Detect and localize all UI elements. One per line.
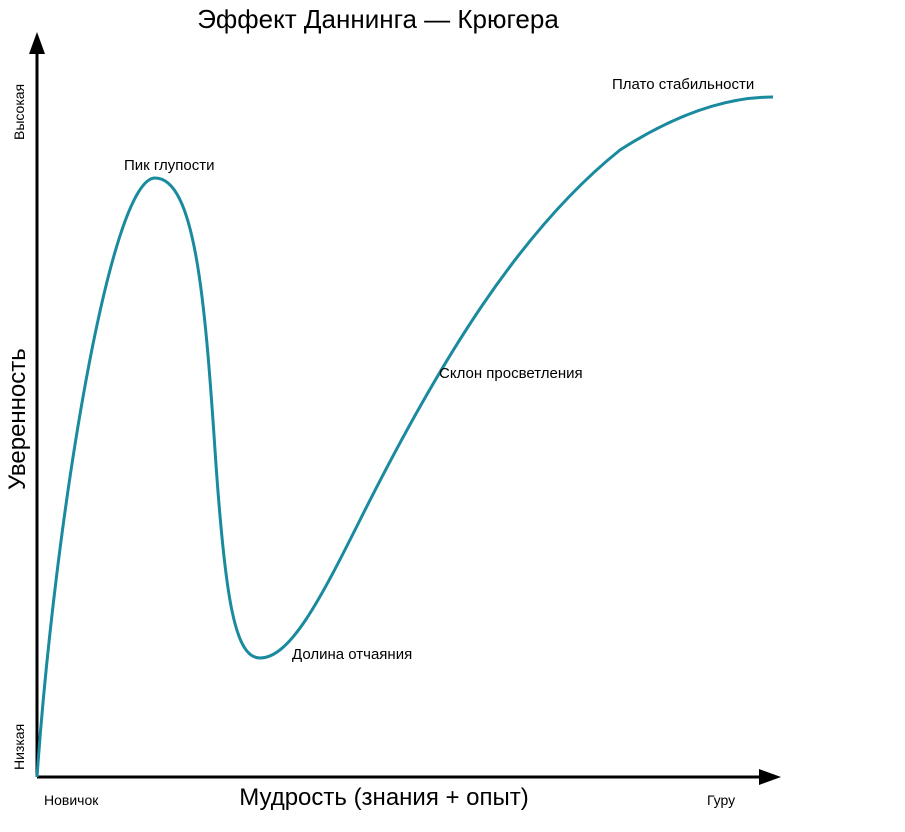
x-axis-arrow [759, 769, 781, 785]
curve [35, 95, 774, 778]
annotation: Плато стабильности [612, 76, 754, 93]
y-low-label: Низкая [11, 724, 27, 770]
x-end-label: Гуру [707, 792, 735, 808]
title: Эффект Даннинга — Крюгера [197, 4, 559, 34]
x-axis-label: Мудрость (знания + опыт) [239, 784, 529, 811]
x-start-label: Новичок [44, 792, 99, 808]
annotation: Пик глупости [124, 157, 215, 174]
y-axis-label: Уверенность [4, 348, 31, 490]
annotation: Склон просветления [439, 365, 583, 382]
annotation: Долина отчаяния [292, 646, 412, 663]
y-axis-arrow [29, 32, 45, 54]
y-high-label: Высокая [11, 84, 27, 140]
